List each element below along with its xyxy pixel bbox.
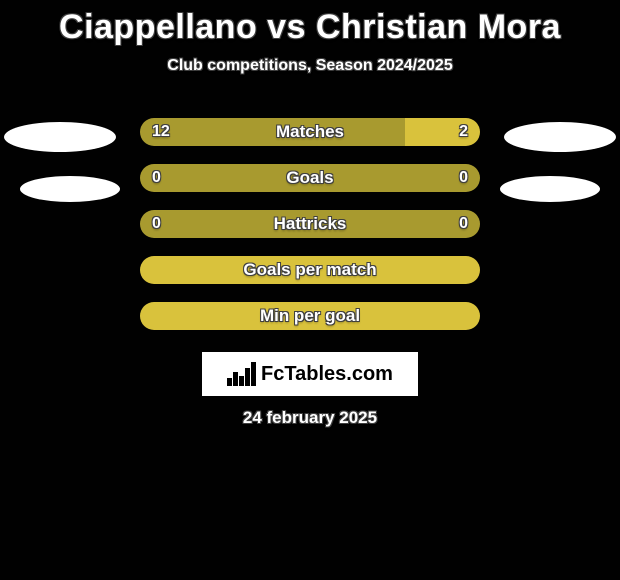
page-title: Ciappellano vs Christian Mora (0, 0, 620, 47)
fctables-logo-text: FcTables.com (261, 363, 393, 386)
bar-row-hattricks: 0 0 Hattricks (0, 210, 620, 238)
bar-left-segment (140, 118, 405, 146)
bar-left-segment (140, 210, 480, 238)
bar-row-min-per-goal: Min per goal (0, 302, 620, 330)
bar-left-segment (140, 256, 480, 284)
bar-track: 0 0 Goals (140, 164, 480, 192)
fctables-logo-icon (227, 362, 255, 386)
bar-right-segment (405, 118, 480, 146)
bar-row-goals: 0 0 Goals (0, 164, 620, 192)
bar-track: 0 0 Hattricks (140, 210, 480, 238)
date-text: 24 february 2025 (0, 408, 620, 428)
bar-row-goals-per-match: Goals per match (0, 256, 620, 284)
page-subtitle: Club competitions, Season 2024/2025 (0, 57, 620, 75)
bar-left-segment (140, 302, 480, 330)
bar-track: Min per goal (140, 302, 480, 330)
bar-track: 12 2 Matches (140, 118, 480, 146)
bar-track: Goals per match (140, 256, 480, 284)
bar-left-segment (140, 164, 480, 192)
fctables-logo: FcTables.com (202, 352, 418, 396)
comparison-bars: 12 2 Matches 0 0 Goals 0 0 Hattricks (0, 118, 620, 348)
page-root: Ciappellano vs Christian Mora Club compe… (0, 0, 620, 580)
bar-row-matches: 12 2 Matches (0, 118, 620, 146)
